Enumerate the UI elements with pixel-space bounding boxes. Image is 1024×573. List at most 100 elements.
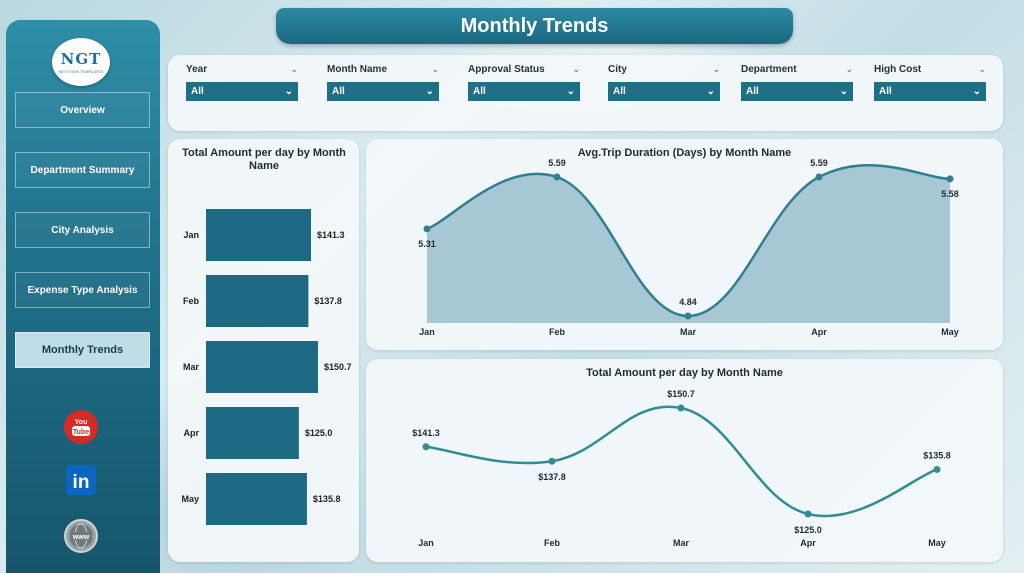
svg-text:www: www <box>72 534 90 541</box>
logo-subtitle: NEXT GEN TEMPLATES <box>58 69 104 74</box>
dropdown-value: All <box>332 86 345 97</box>
data-point <box>677 404 685 412</box>
data-label: 5.59 <box>548 158 566 168</box>
x-tick-label: Jan <box>418 538 434 548</box>
chevron-down-icon[interactable]: ⌄ <box>978 63 986 74</box>
category-label: Apr <box>184 428 200 438</box>
data-label: $150.7 <box>324 362 352 372</box>
x-tick-label: Mar <box>680 327 697 337</box>
logo: NGT NEXT GEN TEMPLATES <box>52 38 110 86</box>
data-point <box>422 443 430 451</box>
data-point <box>815 173 823 181</box>
x-tick-label: May <box>941 327 959 337</box>
month-name-dropdown[interactable]: All ⌄ <box>327 82 439 101</box>
chevron-down-icon[interactable]: ⌄ <box>845 63 853 74</box>
category-label: Mar <box>183 362 200 372</box>
data-label: $125.0 <box>794 525 822 535</box>
bar <box>206 209 312 261</box>
series-line <box>425 405 938 518</box>
nav-city-analysis-button[interactable]: City Analysis <box>15 212 150 248</box>
data-point <box>548 457 556 465</box>
filter-panel <box>168 55 1003 131</box>
area-chart-title: Avg.Trip Duration (Days) by Month Name <box>577 147 792 159</box>
data-point <box>804 510 812 518</box>
chevron-down-icon[interactable]: ⌄ <box>290 63 298 74</box>
filter-label: City <box>608 63 627 75</box>
approval-status-dropdown[interactable]: All ⌄ <box>468 82 580 101</box>
filter-label: Month Name <box>327 63 387 75</box>
dropdown-value: All <box>191 86 204 97</box>
area-fill <box>427 165 950 323</box>
chevron-down-icon[interactable]: ⌄ <box>712 63 720 74</box>
chevron-down-icon: ⌄ <box>839 86 848 97</box>
line-chart-title: Total Amount per day by Month Name <box>586 367 783 379</box>
data-point <box>684 312 692 320</box>
department-dropdown[interactable]: All ⌄ <box>741 82 853 101</box>
year-dropdown[interactable]: All ⌄ <box>186 82 298 101</box>
dropdown-value: All <box>613 86 626 97</box>
data-label: $141.3 <box>412 428 440 438</box>
x-tick-label: Jan <box>419 327 435 337</box>
chevron-down-icon: ⌄ <box>425 86 434 97</box>
filter-approval-status: Approval Status ⌄ All ⌄ <box>468 61 580 101</box>
data-label: $150.7 <box>667 389 695 399</box>
data-point <box>553 173 561 181</box>
x-tick-label: Apr <box>811 327 827 337</box>
nav-department-summary-button[interactable]: Department Summary <box>15 152 150 188</box>
x-tick-label: Apr <box>800 538 816 548</box>
data-label: $125.0 <box>305 428 333 438</box>
area-chart: 5.31 Jan 5.59 Feb 4.84 Mar 5.59 Apr 5.58 May <box>418 158 959 337</box>
data-label: 5.31 <box>418 239 436 249</box>
data-label: $135.8 <box>923 450 951 460</box>
city-dropdown[interactable]: All ⌄ <box>608 82 720 101</box>
bar <box>206 473 307 525</box>
globe-icon[interactable]: www <box>64 519 98 553</box>
filter-label: High Cost <box>874 63 922 75</box>
linkedin-icon[interactable]: in <box>64 463 98 497</box>
data-label: $141.3 <box>317 230 345 240</box>
logo-text: NGT <box>60 50 102 68</box>
filter-label: Year <box>186 63 208 75</box>
dropdown-value: All <box>879 86 892 97</box>
data-label: $137.8 <box>538 472 566 482</box>
nav-monthly-trends-button[interactable]: Monthly Trends <box>15 332 150 368</box>
bar <box>206 275 309 327</box>
dropdown-value: All <box>746 86 759 97</box>
filter-month-name: Month Name ⌄ All ⌄ <box>327 61 439 101</box>
nav-overview-button[interactable]: Overview <box>15 92 150 128</box>
line-chart-panel <box>366 359 1003 562</box>
svg-text:in: in <box>73 472 90 493</box>
data-label: $137.8 <box>314 296 342 306</box>
svg-text:Tube: Tube <box>73 429 89 436</box>
high-cost-dropdown[interactable]: All ⌄ <box>874 82 986 101</box>
filter-city: City ⌄ All ⌄ <box>608 61 720 101</box>
category-label: May <box>181 494 199 504</box>
filter-year: Year ⌄ All ⌄ <box>186 61 298 101</box>
chevron-down-icon: ⌄ <box>706 86 715 97</box>
data-label: 4.84 <box>679 297 697 307</box>
data-label: $135.8 <box>313 494 341 504</box>
x-tick-label: Feb <box>544 538 561 548</box>
category-label: Feb <box>183 296 200 306</box>
svg-text:You: You <box>75 419 88 426</box>
nav-expense-type-analysis-button[interactable]: Expense Type Analysis <box>15 272 150 308</box>
dropdown-value: All <box>473 86 486 97</box>
filter-high-cost: High Cost ⌄ All ⌄ <box>874 61 986 101</box>
category-label: Jan <box>183 230 199 240</box>
page-title: Monthly Trends <box>276 8 793 44</box>
chevron-down-icon: ⌄ <box>284 86 293 97</box>
x-tick-label: Mar <box>673 538 690 548</box>
filter-label: Approval Status <box>468 63 545 75</box>
data-label: 5.59 <box>810 158 828 168</box>
chevron-down-icon[interactable]: ⌄ <box>572 63 580 74</box>
chevron-down-icon[interactable]: ⌄ <box>431 63 439 74</box>
x-tick-label: May <box>928 538 946 548</box>
bar-chart: Jan $141.3 Feb $137.8 Mar $150.7 Apr $125.0 May $… <box>181 209 352 525</box>
x-tick-label: Feb <box>549 327 566 337</box>
filter-label: Department <box>741 63 797 75</box>
filter-department: Department ⌄ All ⌄ <box>741 61 853 101</box>
bar-chart-title: Total Amount per day by Month Name <box>182 147 346 172</box>
line-chart: $141.3 Jan $137.8 Feb $150.7 Mar $125.0 Apr $135… <box>412 389 951 548</box>
youtube-icon[interactable]: You Tube <box>64 410 98 444</box>
data-label: 5.58 <box>941 189 959 199</box>
